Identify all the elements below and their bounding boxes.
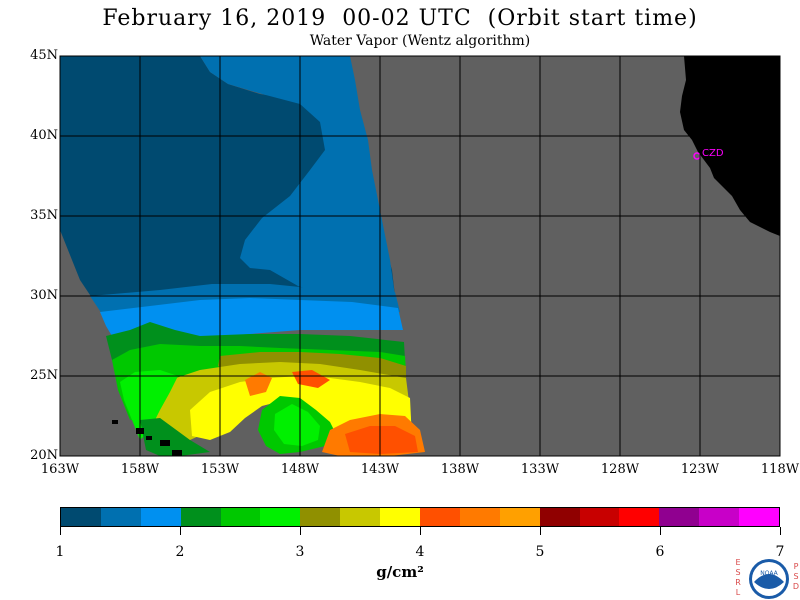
swath-region-blue-north	[200, 56, 395, 296]
swath-region-red-orange	[345, 426, 418, 454]
colorbar-segment	[220, 508, 261, 526]
swath-region-dark-green-south	[140, 418, 210, 456]
logo-left-letters: ESRL	[735, 558, 741, 597]
swath-region-bright-green	[120, 370, 178, 440]
colorbar-tick-mark	[779, 527, 781, 535]
latitude-label: 35N	[30, 208, 58, 223]
longitude-label: 158W	[120, 462, 160, 477]
longitude-label: 138W	[440, 462, 480, 477]
longitude-label: 128W	[600, 462, 640, 477]
colorbar-tick-label: 1	[55, 544, 65, 560]
logo-text: NOAA	[760, 570, 778, 577]
latitude-label: 40N	[30, 128, 58, 143]
colorbar-tick-label: 7	[775, 544, 785, 560]
swath-region-orange-patch-3	[292, 370, 330, 388]
colorbar-segment	[140, 508, 181, 526]
station-label: CZD	[702, 148, 724, 159]
colorbar-tick-mark	[419, 527, 421, 535]
colorbar-segment	[380, 508, 421, 526]
latitude-label: 20N	[30, 448, 58, 463]
colorbar-segment	[459, 508, 500, 526]
colorbar-segment	[499, 508, 540, 526]
longitude-label: 118W	[760, 462, 800, 477]
swath-region-orange-patch-2	[245, 372, 272, 396]
colorbar-tick-mark	[59, 527, 61, 535]
map-border	[59, 55, 781, 457]
colorbar-segment	[739, 508, 780, 526]
longitude-label: 153W	[200, 462, 240, 477]
colorbar-tick-label: 4	[415, 544, 425, 560]
colorbar-segment	[340, 508, 381, 526]
longitude-label: 143W	[360, 462, 400, 477]
colorbar-segment	[420, 508, 460, 526]
colorbar-segment	[260, 508, 301, 526]
colorbar-segment	[300, 508, 341, 526]
colorbar-segment	[180, 508, 221, 526]
longitude-label: 163W	[40, 462, 80, 477]
swath-region-bright-green-center	[274, 404, 320, 446]
chart-subtitle: Water Vapor (Wentz algorithm)	[309, 33, 531, 49]
colorbar-tick-mark	[179, 527, 181, 535]
colorbar-segment	[61, 508, 101, 526]
colorbar-segment	[539, 508, 580, 526]
swath-region-light-blue	[100, 298, 403, 338]
latitude-label: 25N	[30, 368, 58, 383]
colorbar-tick-label: 2	[175, 544, 185, 560]
colorbar-segment	[659, 508, 700, 526]
longitude-label: 133W	[520, 462, 560, 477]
latitude-label: 30N	[30, 288, 58, 303]
chart-title: February 16, 2019 00-02 UTC (Orbit start…	[102, 6, 698, 31]
colorbar-units: g/cm²	[376, 563, 424, 581]
map-grid	[60, 56, 780, 456]
data-swath	[60, 56, 425, 456]
colorbar	[60, 507, 780, 527]
colorbar-segment	[100, 508, 141, 526]
latitude-label: 45N	[30, 48, 58, 63]
colorbar-tick-mark	[299, 527, 301, 535]
colorbar-segment	[699, 508, 740, 526]
longitude-label: 123W	[680, 462, 720, 477]
noaa-emblem-icon: NOAA	[749, 559, 789, 599]
colorbar-tick-mark	[539, 527, 541, 535]
land-mass	[680, 56, 780, 236]
colorbar-tick-label: 3	[295, 544, 305, 560]
longitude-label: 148W	[280, 462, 320, 477]
colorbar-segment	[619, 508, 660, 526]
colorbar-tick-label: 5	[535, 544, 545, 560]
logo-right-letters: PSD	[792, 562, 800, 591]
colorbar-tick-label: 6	[655, 544, 665, 560]
colorbar-tick-mark	[659, 527, 661, 535]
colorbar-segment	[579, 508, 620, 526]
